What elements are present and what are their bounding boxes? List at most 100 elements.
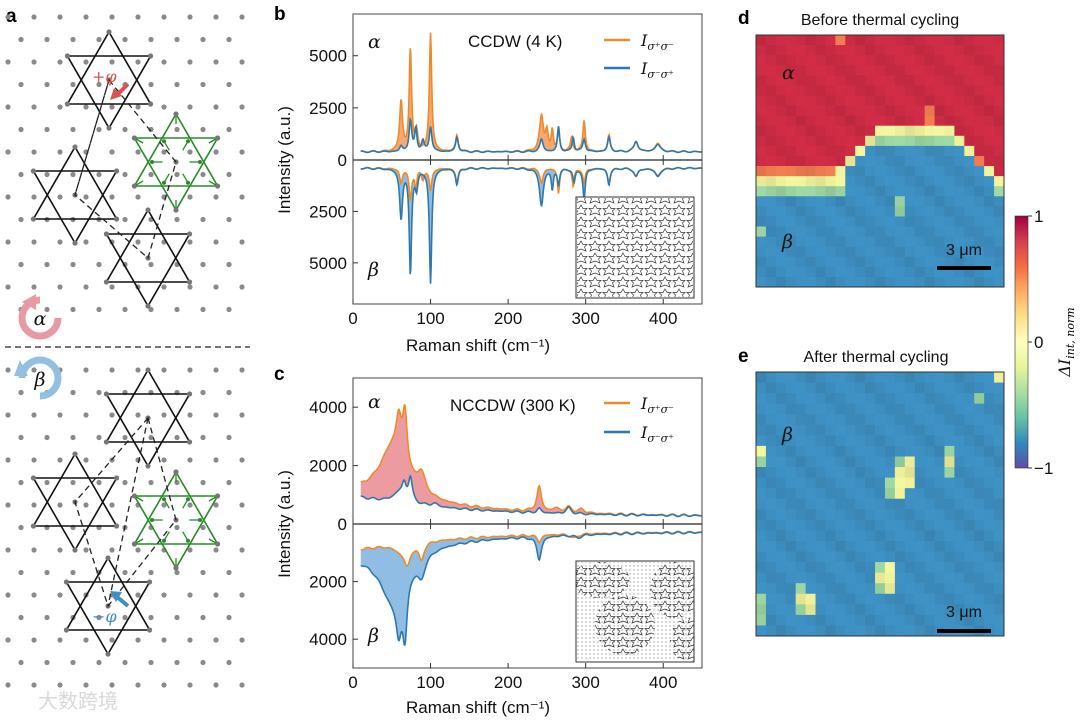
heatmap-cell [964,562,975,574]
heatmap-cell [954,135,965,147]
heatmap-cell [795,246,806,258]
heatmap-cell [875,403,886,415]
heatmap-cell [845,115,856,127]
lattice-dot [5,412,11,418]
heatmap-cell [884,155,896,167]
cluster-atom [103,279,110,285]
heatmap-cell [994,625,1005,637]
lattice-dot [109,194,115,200]
heatmap-cell [845,55,856,66]
arrow-head [150,160,154,164]
arrow-head [162,139,166,144]
heatmap-cell [775,55,787,66]
heatmap-cell [795,125,806,137]
heatmap-cell [765,477,777,489]
heatmap-cell [934,45,945,56]
lattice-dot [200,659,206,666]
heatmap-cell [845,276,856,288]
heatmap-cell [785,593,797,605]
heatmap-cell [984,593,995,605]
heatmap-cell [904,166,916,177]
panel-label-e: e [738,346,749,367]
heatmap-cell [964,540,975,552]
heatmap-cell [825,614,836,626]
lattice-dot [31,412,37,418]
heatmap-cell [994,424,1005,436]
arrow-head [186,497,190,502]
lattice-dot [239,412,245,418]
heatmap-cell [855,216,866,227]
heatmap-cell [894,186,906,197]
heatmap-cell [994,382,1005,394]
heatmap-cell [974,35,985,46]
lattice-dot [44,479,50,486]
heatmap-cell [805,65,816,76]
heatmap-cell [884,414,896,426]
heatmap-cell [884,266,896,278]
heatmap-cell [994,498,1005,510]
heatmap-cell [805,186,816,197]
heatmap-cell [914,435,926,447]
heatmap-cell [775,372,787,383]
heatmap-cell [795,625,806,637]
heatmap-cell [815,95,826,106]
heatmap-cell [835,35,846,46]
heatmap-cell [904,95,916,106]
lattice-dot [161,104,167,110]
cluster-atom [113,168,120,174]
heatmap-cell [845,95,856,106]
heatmap-cell [875,625,886,637]
heatmap-cell [785,196,797,207]
heatmap-cell [815,614,826,626]
heatmap-cell [934,540,945,552]
heatmap-cell [765,572,777,584]
heatmap-cell [845,488,856,500]
heatmap-cell [884,75,896,86]
lattice-dot [135,412,141,418]
heatmap-cell [865,540,876,552]
lattice-dot [174,216,180,223]
heatmap-cell [815,498,826,510]
heatmap-cell [894,445,906,457]
lattice-dot [57,457,63,463]
heatmap-cell [964,216,975,227]
lattice-dot [109,367,115,373]
heatmap-cell [934,55,945,66]
rotation-beta-icon: β [14,356,62,400]
lattice-dot [187,592,193,598]
heatmap-cell [835,166,846,177]
heatmap-cell [954,593,965,605]
heatmap-cell [795,562,806,574]
heatmap-cell [934,551,945,563]
heatmap-cell [974,372,985,383]
heatmap-cell [914,105,926,117]
heatmap-title: After thermal cycling [804,349,949,366]
heatmap-cell [894,125,906,137]
lattice-dot [83,104,89,110]
lattice-dot [5,457,11,463]
heatmap-cell [904,477,916,489]
heatmap-cell [815,445,826,457]
lattice-dot [122,569,128,576]
heatmap-cell [875,266,886,278]
lattice-dot [174,434,180,441]
heatmap-cell [964,85,975,96]
heatmap-cell [944,125,955,137]
lattice-dot [83,367,89,373]
displacement-arrow-icon [135,538,144,544]
heatmap-cell [884,604,896,616]
heatmap-cell [924,276,935,288]
lattice-dot [109,149,115,155]
heatmap-cell [924,45,935,56]
heatmap-cell [944,85,955,96]
x-tick-label: 100 [416,309,444,328]
heatmap-cell [756,206,767,217]
heatmap-cell [924,125,935,137]
heatmap-cell [756,456,767,468]
heatmap-cell [855,65,866,76]
lattice-dot [187,637,193,643]
heatmap-cell [894,256,906,268]
heatmap-cell [805,488,816,500]
heatmap-cell [795,530,806,542]
heatmap-cell [875,467,886,478]
